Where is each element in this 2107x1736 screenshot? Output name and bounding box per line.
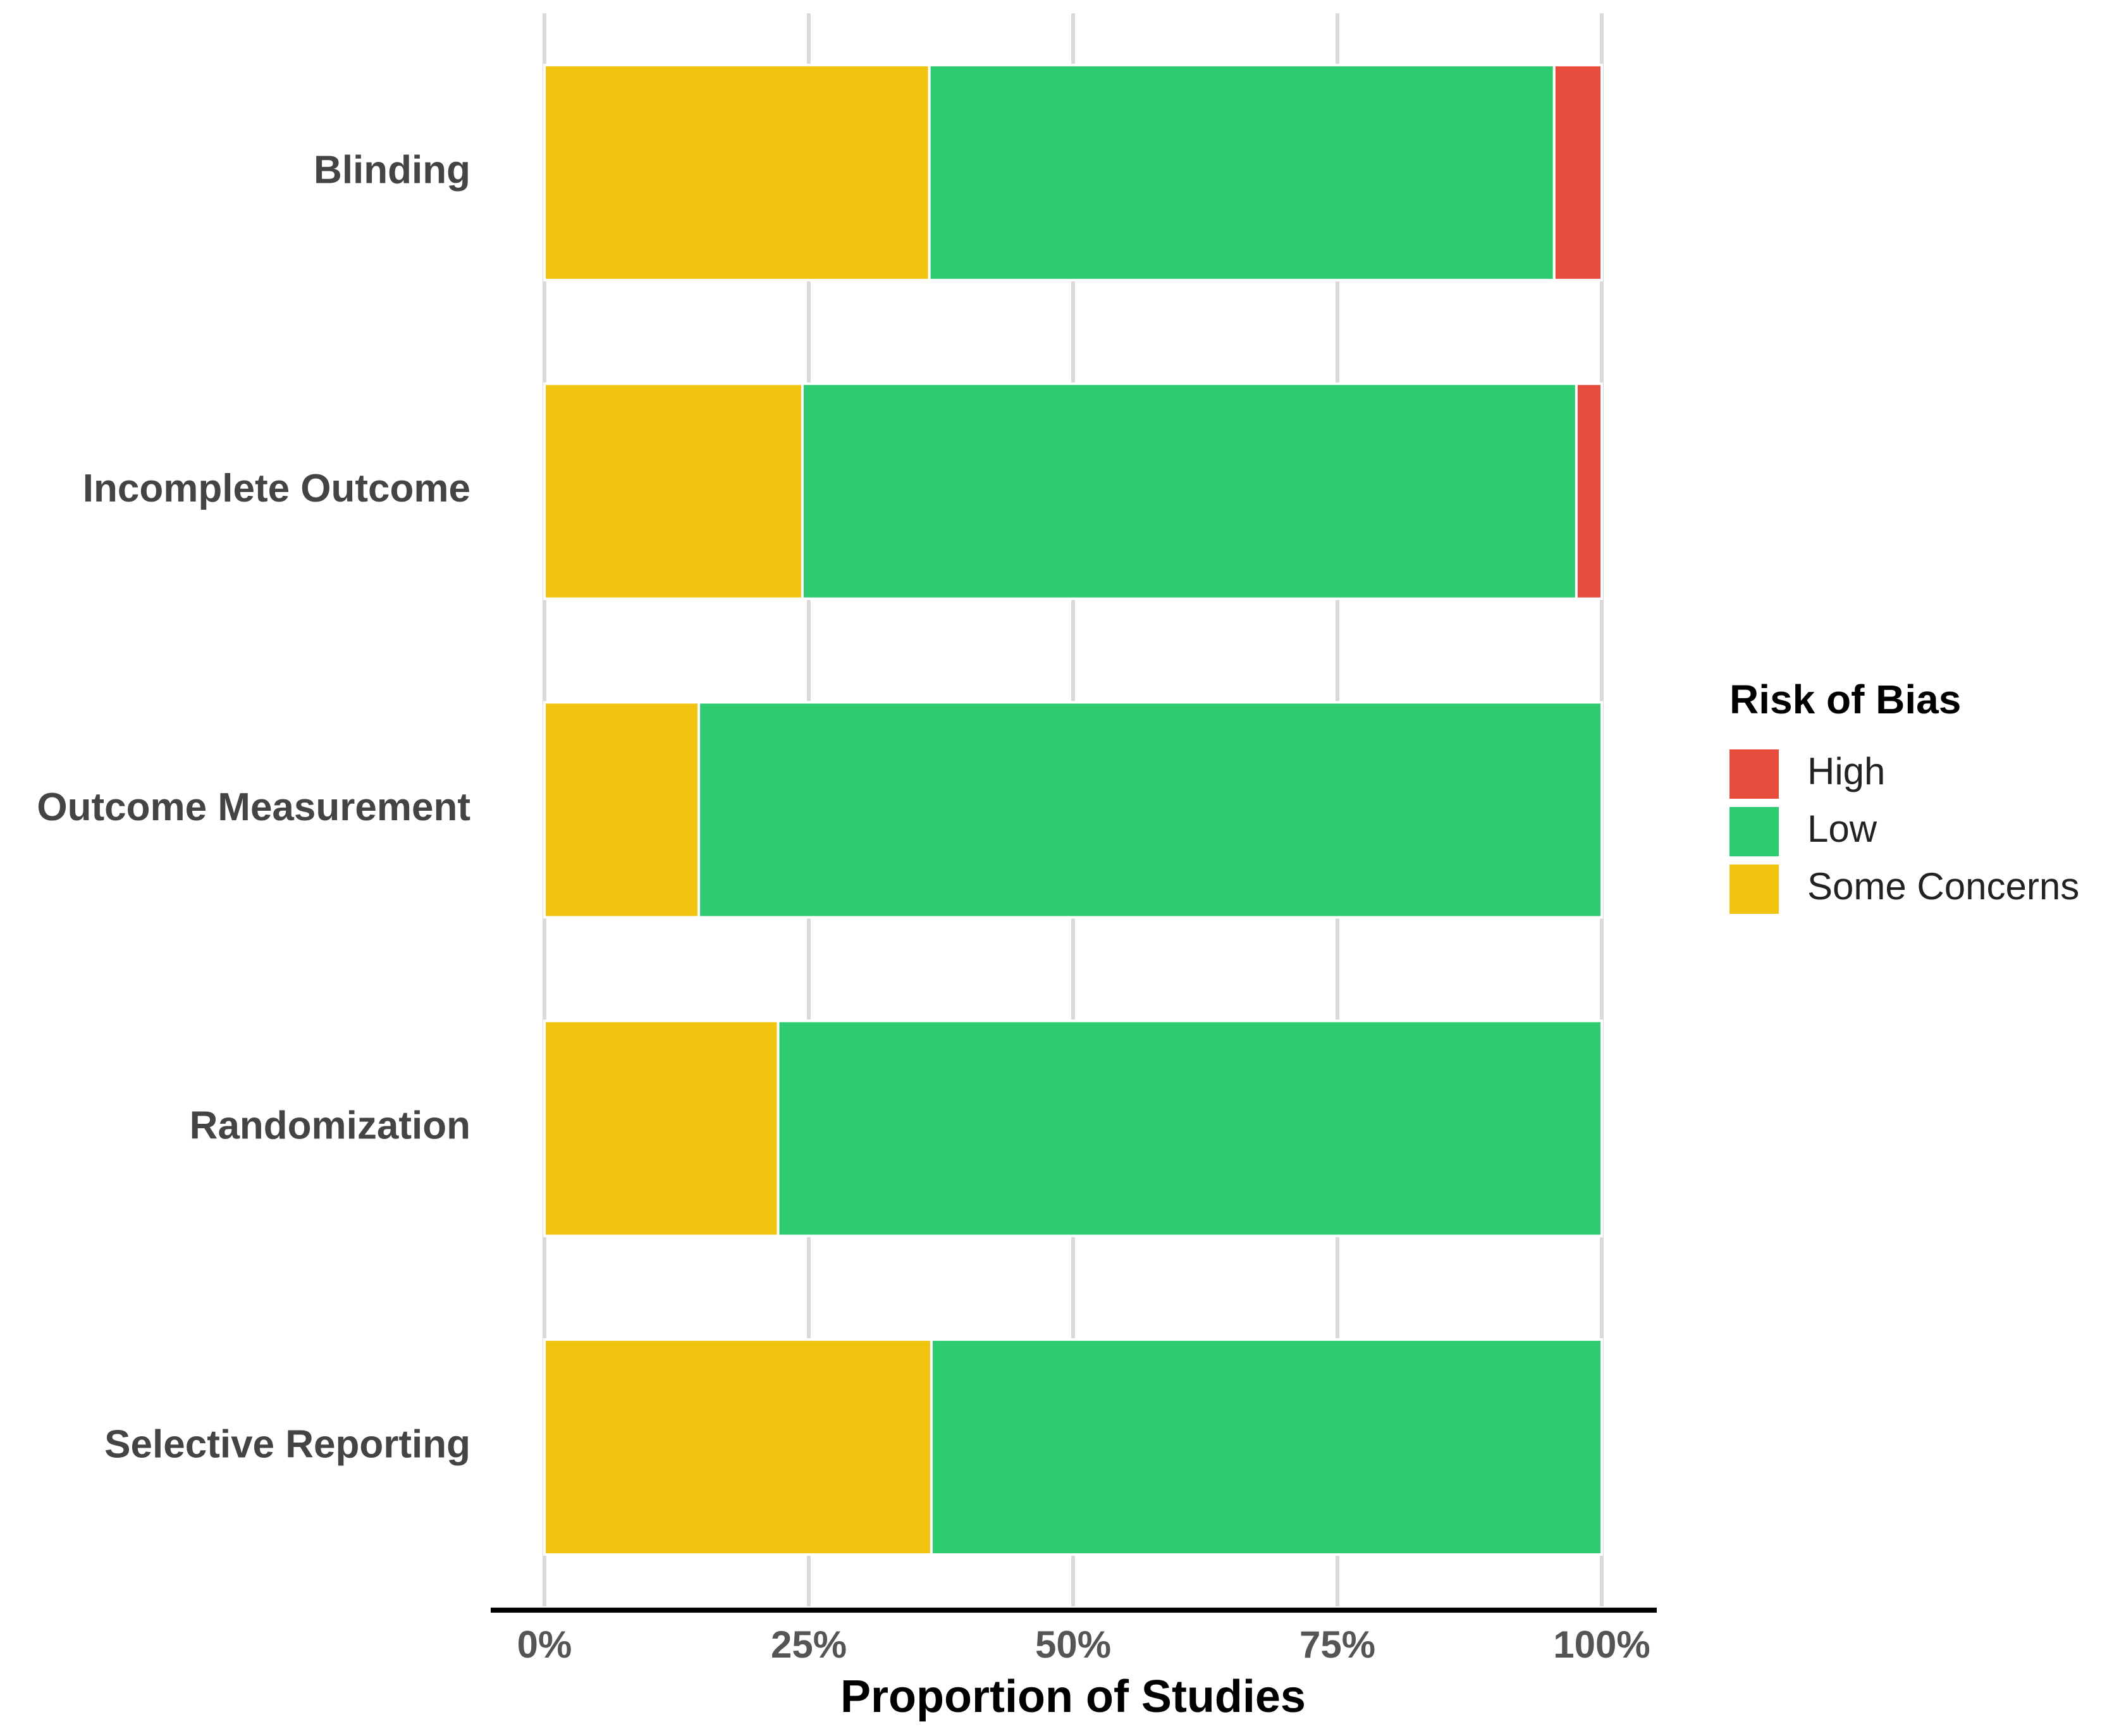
legend-key bbox=[1729, 749, 1779, 799]
bar-segment bbox=[697, 701, 1603, 919]
bar-segment bbox=[543, 382, 804, 600]
bar-segment bbox=[543, 1338, 933, 1556]
legend-label: Some Concerns bbox=[1807, 865, 2079, 908]
x-tick-label: 25% bbox=[771, 1623, 847, 1666]
legend-title: Risk of Bias bbox=[1729, 677, 1961, 722]
bar-segment bbox=[1552, 63, 1604, 281]
bar-segment bbox=[543, 701, 701, 919]
bar-segment bbox=[543, 1019, 780, 1238]
x-tick-label: 100% bbox=[1553, 1623, 1650, 1666]
bar-segment bbox=[928, 63, 1556, 281]
legend-key bbox=[1729, 807, 1779, 856]
y-tick-label: Outcome Measurement bbox=[37, 785, 470, 829]
y-tick-label: Selective Reporting bbox=[104, 1422, 470, 1466]
x-axis-title: Proportion of Studies bbox=[840, 1671, 1306, 1722]
bar-segment bbox=[930, 1338, 1603, 1556]
x-tick-label: 75% bbox=[1299, 1623, 1375, 1666]
y-tick-label: Randomization bbox=[190, 1104, 470, 1148]
y-tick-label: Incomplete Outcome bbox=[83, 467, 470, 510]
legend-label: Low bbox=[1807, 808, 1877, 850]
bar-segment bbox=[543, 63, 931, 281]
legend-label: High bbox=[1807, 750, 1885, 792]
x-tick-label: 50% bbox=[1035, 1623, 1111, 1666]
bar-segment bbox=[1575, 382, 1604, 600]
legend-key bbox=[1729, 865, 1779, 914]
bar-segment bbox=[777, 1019, 1603, 1238]
y-tick-label: Blinding bbox=[314, 148, 470, 192]
bar-segment bbox=[801, 382, 1578, 600]
x-tick-label: 0% bbox=[517, 1623, 572, 1666]
